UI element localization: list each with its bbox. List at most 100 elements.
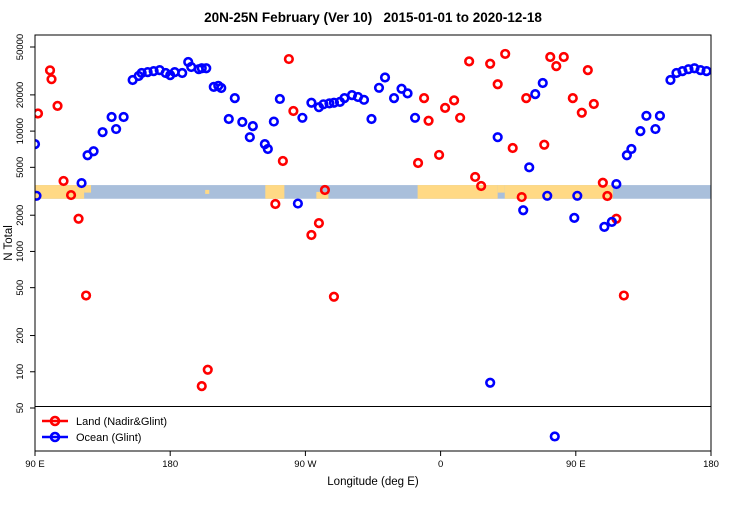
data-point-ocean: [665, 74, 676, 86]
data-point-ocean: [97, 127, 108, 138]
data-point-land: [35, 108, 44, 119]
data-point-ocean: [111, 123, 122, 135]
data-point-land: [455, 112, 466, 123]
data-point-ocean: [396, 83, 407, 94]
data-point-land: [551, 60, 562, 72]
y-tick-label: 100: [15, 364, 26, 380]
y-tick-label: 200: [15, 328, 26, 344]
x-tick-label: 90 E: [566, 459, 586, 470]
data-point-land: [328, 291, 340, 302]
chart-title: 20N-25N February (Ver 10) 2015-01-01 to …: [204, 10, 542, 25]
data-point-ocean: [635, 126, 646, 137]
legend: Land (Nadir&Glint) Ocean (Glint): [42, 415, 167, 444]
data-point-ocean: [683, 64, 694, 75]
x-tick-label: 0: [438, 459, 443, 470]
data-point-ocean: [177, 67, 188, 79]
data-point-ocean: [641, 110, 652, 121]
data-point-ocean: [569, 212, 580, 223]
data-point-ocean: [247, 121, 258, 132]
band-land-segment: [205, 189, 210, 194]
data-point-ocean: [244, 132, 255, 143]
band-land-segment: [316, 191, 329, 199]
legend-label-ocean: Ocean (Glint): [76, 432, 141, 444]
x-axis: 90 E 180 90 W 0 90 E 180: [25, 451, 719, 470]
data-point-ocean: [216, 82, 227, 94]
data-points: [35, 48, 711, 442]
data-point-land: [476, 180, 487, 192]
data-point-land: [470, 171, 481, 183]
data-point-ocean: [606, 216, 617, 227]
data-point-ocean: [324, 98, 335, 109]
data-point-land: [464, 56, 475, 67]
data-point-land: [202, 364, 213, 375]
data-point-ocean: [485, 377, 496, 388]
band-land-segment: [84, 185, 92, 193]
data-point-land: [582, 65, 593, 76]
data-point-land: [412, 157, 424, 169]
band-land-segment: [497, 185, 505, 193]
data-point-land: [65, 189, 77, 201]
data-point-ocean: [328, 97, 340, 108]
data-point-land: [46, 74, 57, 85]
data-point-land: [423, 115, 434, 126]
data-point-ocean: [537, 77, 548, 89]
data-point-land: [196, 381, 207, 392]
data-point-land: [440, 102, 451, 113]
data-point-ocean: [274, 93, 285, 105]
data-point-land: [602, 190, 613, 202]
x-axis-title: Longitude (deg E): [327, 476, 419, 488]
data-point-ocean: [373, 82, 385, 93]
data-point-ocean: [524, 162, 535, 173]
y-tick-label: 50000: [15, 34, 26, 60]
x-tick-label: 90 W: [294, 459, 316, 470]
y-tick-label: 5000: [15, 157, 26, 178]
data-point-ocean: [518, 205, 529, 216]
data-point-ocean: [306, 97, 317, 108]
data-point-ocean: [530, 89, 541, 100]
data-point-land: [319, 184, 331, 196]
data-point-ocean: [229, 93, 240, 104]
legend-marker-ocean-icon: [49, 431, 61, 443]
data-point-land: [433, 149, 445, 161]
plot-border: [34, 34, 712, 452]
data-point-land: [558, 51, 569, 63]
band-land-segment: [265, 185, 285, 199]
data-point-ocean: [572, 190, 583, 201]
band-land-segment: [35, 185, 85, 199]
data-point-land: [58, 175, 69, 187]
latitude-map-band: [35, 185, 711, 199]
data-point-land: [306, 229, 317, 241]
x-tick-label: 180: [703, 459, 719, 470]
y-axis-title: N Total: [3, 225, 15, 261]
y-tick-label: 50: [15, 403, 26, 414]
data-point-ocean: [366, 113, 377, 125]
data-point-land: [288, 105, 299, 117]
data-point-land: [576, 107, 587, 118]
legend-label-land: Land (Nadir&Glint): [76, 416, 167, 428]
y-axis: 50 100 200 500 1000 2000 5000 10000 20000 50000: [15, 34, 35, 413]
data-point-land: [521, 93, 532, 104]
data-point-land: [588, 98, 599, 110]
data-point-ocean: [492, 132, 503, 143]
data-point-ocean: [148, 66, 159, 77]
data-point-ocean: [701, 66, 711, 77]
data-point-ocean: [542, 190, 553, 201]
data-point-ocean: [136, 67, 147, 79]
data-point-land: [485, 58, 496, 69]
data-point-land: [52, 100, 63, 111]
data-point-ocean: [76, 177, 87, 189]
data-point-ocean: [549, 431, 560, 442]
y-tick-label: 2000: [15, 205, 26, 226]
data-point-land: [618, 290, 629, 301]
data-point-land: [597, 177, 608, 188]
data-point-land: [277, 155, 288, 167]
data-point-land: [539, 139, 550, 150]
data-point-land: [567, 93, 578, 104]
data-point-ocean: [654, 110, 666, 121]
x-tick-label: 180: [162, 459, 178, 470]
x-tick-label: 90 E: [25, 459, 45, 470]
data-point-ocean: [118, 111, 129, 123]
data-point-land: [449, 95, 460, 106]
data-point-ocean: [626, 143, 637, 155]
